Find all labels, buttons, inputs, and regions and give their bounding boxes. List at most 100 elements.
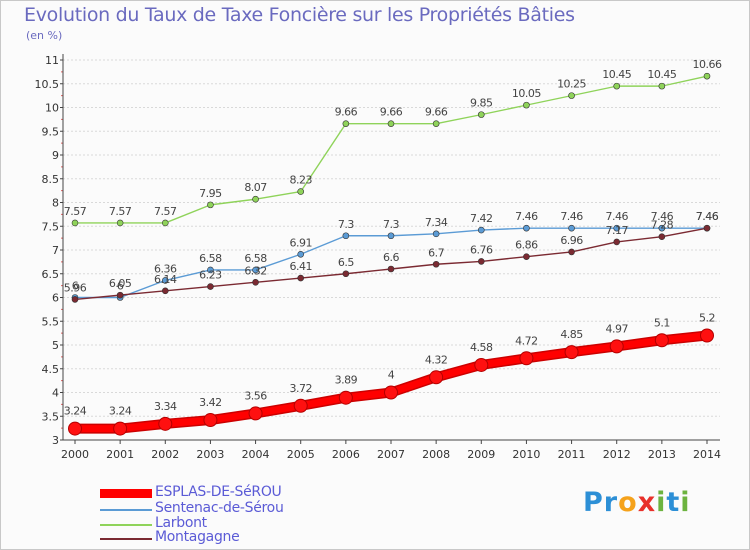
data-label: 10.66 <box>693 58 722 71</box>
data-point <box>297 188 305 195</box>
data-label: 4.85 <box>560 328 583 341</box>
data-label: 5.2 <box>699 312 715 325</box>
data-label: 8.07 <box>244 181 267 194</box>
x-tick-label: 2013 <box>648 448 676 461</box>
x-tick-label: 2006 <box>332 448 360 461</box>
data-label: 3.24 <box>64 405 87 418</box>
y-tick-label: 3.5 <box>42 410 60 423</box>
data-point <box>342 270 350 278</box>
data-label: 4.97 <box>605 322 628 335</box>
data-label: 6.91 <box>289 236 312 249</box>
data-point <box>429 370 444 385</box>
data-label: 6.6 <box>383 251 399 264</box>
data-label: 5.1 <box>654 316 670 329</box>
data-point <box>384 385 398 400</box>
data-label: 6.5 <box>338 256 354 269</box>
data-point <box>474 357 489 372</box>
y-tick-label: 7.5 <box>42 220 60 233</box>
logo-letter: x <box>637 487 657 518</box>
y-tick-label: 11 <box>45 54 59 67</box>
legend-item-larbont[interactable]: Larbont <box>100 515 400 533</box>
y-tick-label: 9 <box>52 149 59 162</box>
data-point <box>203 413 218 428</box>
data-point <box>477 258 485 265</box>
data-point <box>113 421 128 436</box>
legend-swatch-montagagne <box>100 538 152 540</box>
legend-item-esplas[interactable]: ESPLAS-DE-SéROU <box>100 484 400 502</box>
data-label: 8.23 <box>289 174 312 187</box>
legend-label-sentenac: Sentenac-de-Sérou <box>155 500 284 516</box>
chart-subtitle: (en %) <box>26 29 63 42</box>
data-point <box>297 250 305 258</box>
data-label: 7.95 <box>199 187 222 200</box>
proxiti-logo: Proxiti <box>583 487 691 518</box>
data-label: 6.96 <box>560 234 583 247</box>
data-point <box>158 416 173 431</box>
data-label: 3.24 <box>109 405 132 418</box>
data-point <box>252 195 259 203</box>
data-label: 9.66 <box>380 106 403 119</box>
legend-item-sentenac[interactable]: Sentenac-de-Sérou <box>100 500 400 518</box>
data-label: 4.58 <box>470 341 493 354</box>
data-label: 6.41 <box>289 260 312 273</box>
data-label: 10.45 <box>647 68 676 81</box>
data-point <box>658 224 666 232</box>
data-point <box>523 253 530 260</box>
data-label: 7.57 <box>64 205 87 218</box>
data-point <box>703 72 711 80</box>
x-tick-label: 2011 <box>558 448 586 461</box>
data-point <box>568 224 575 232</box>
data-labels: 3.24 3.24 3.34 3.42 3.56 3.72 3.89 4 4.32 4.58 4.7… <box>64 58 723 418</box>
data-label: 7.46 <box>605 210 628 223</box>
logo-letter: o <box>618 487 638 518</box>
data-label: 6.05 <box>109 277 132 290</box>
data-label: 9.66 <box>335 106 358 119</box>
logo-letter: i <box>680 487 691 518</box>
data-point <box>342 232 350 240</box>
data-label: 6.7 <box>428 246 444 259</box>
y-tick-label: 6.5 <box>42 268 60 281</box>
data-point <box>207 201 214 209</box>
data-point <box>68 421 82 436</box>
data-point <box>568 248 575 256</box>
data-point <box>477 226 485 234</box>
data-label: 3.72 <box>289 382 312 395</box>
x-tick-label: 2001 <box>106 448 134 461</box>
data-point <box>700 328 714 343</box>
data-label: 7.42 <box>470 212 493 225</box>
legend-swatch-esplas <box>100 489 152 498</box>
data-label: 4.32 <box>425 353 448 366</box>
data-label: 10.05 <box>512 87 541 100</box>
y-tick-label: 4.5 <box>42 363 60 376</box>
data-label: 6.32 <box>244 264 267 277</box>
data-point <box>116 219 124 227</box>
logo-letter: t <box>666 487 681 518</box>
data-label: 4.72 <box>515 334 538 347</box>
data-point <box>432 260 440 268</box>
x-tick-label: 2003 <box>196 448 224 461</box>
data-point <box>387 232 395 240</box>
legend-item-montagagne[interactable]: Montagagne <box>100 529 400 547</box>
data-point <box>116 291 124 299</box>
data-point <box>293 398 308 413</box>
x-tick-label: 2008 <box>422 448 450 461</box>
data-point <box>71 296 79 303</box>
data-label: 3.89 <box>335 374 358 387</box>
logo-letter: P <box>583 487 604 518</box>
data-label: 6.58 <box>199 252 222 265</box>
y-tick-label: 7 <box>52 244 59 257</box>
data-point <box>252 278 259 286</box>
x-tick-label: 2010 <box>512 448 540 461</box>
data-label: 7.46 <box>560 210 583 223</box>
data-point <box>613 82 621 90</box>
y-tick-label: 5.5 <box>42 315 60 328</box>
y-tick-label: 8.5 <box>42 173 60 186</box>
y-tick-label: 9.5 <box>42 125 60 138</box>
data-label: 7.57 <box>109 205 132 218</box>
logo-letter: r <box>603 487 619 518</box>
data-label: 7.34 <box>425 216 448 229</box>
data-label: 3.42 <box>199 396 222 409</box>
series-lines <box>68 72 714 436</box>
data-point <box>519 351 534 366</box>
chart-title: Evolution du Taux de Taxe Foncière sur l… <box>24 4 575 26</box>
